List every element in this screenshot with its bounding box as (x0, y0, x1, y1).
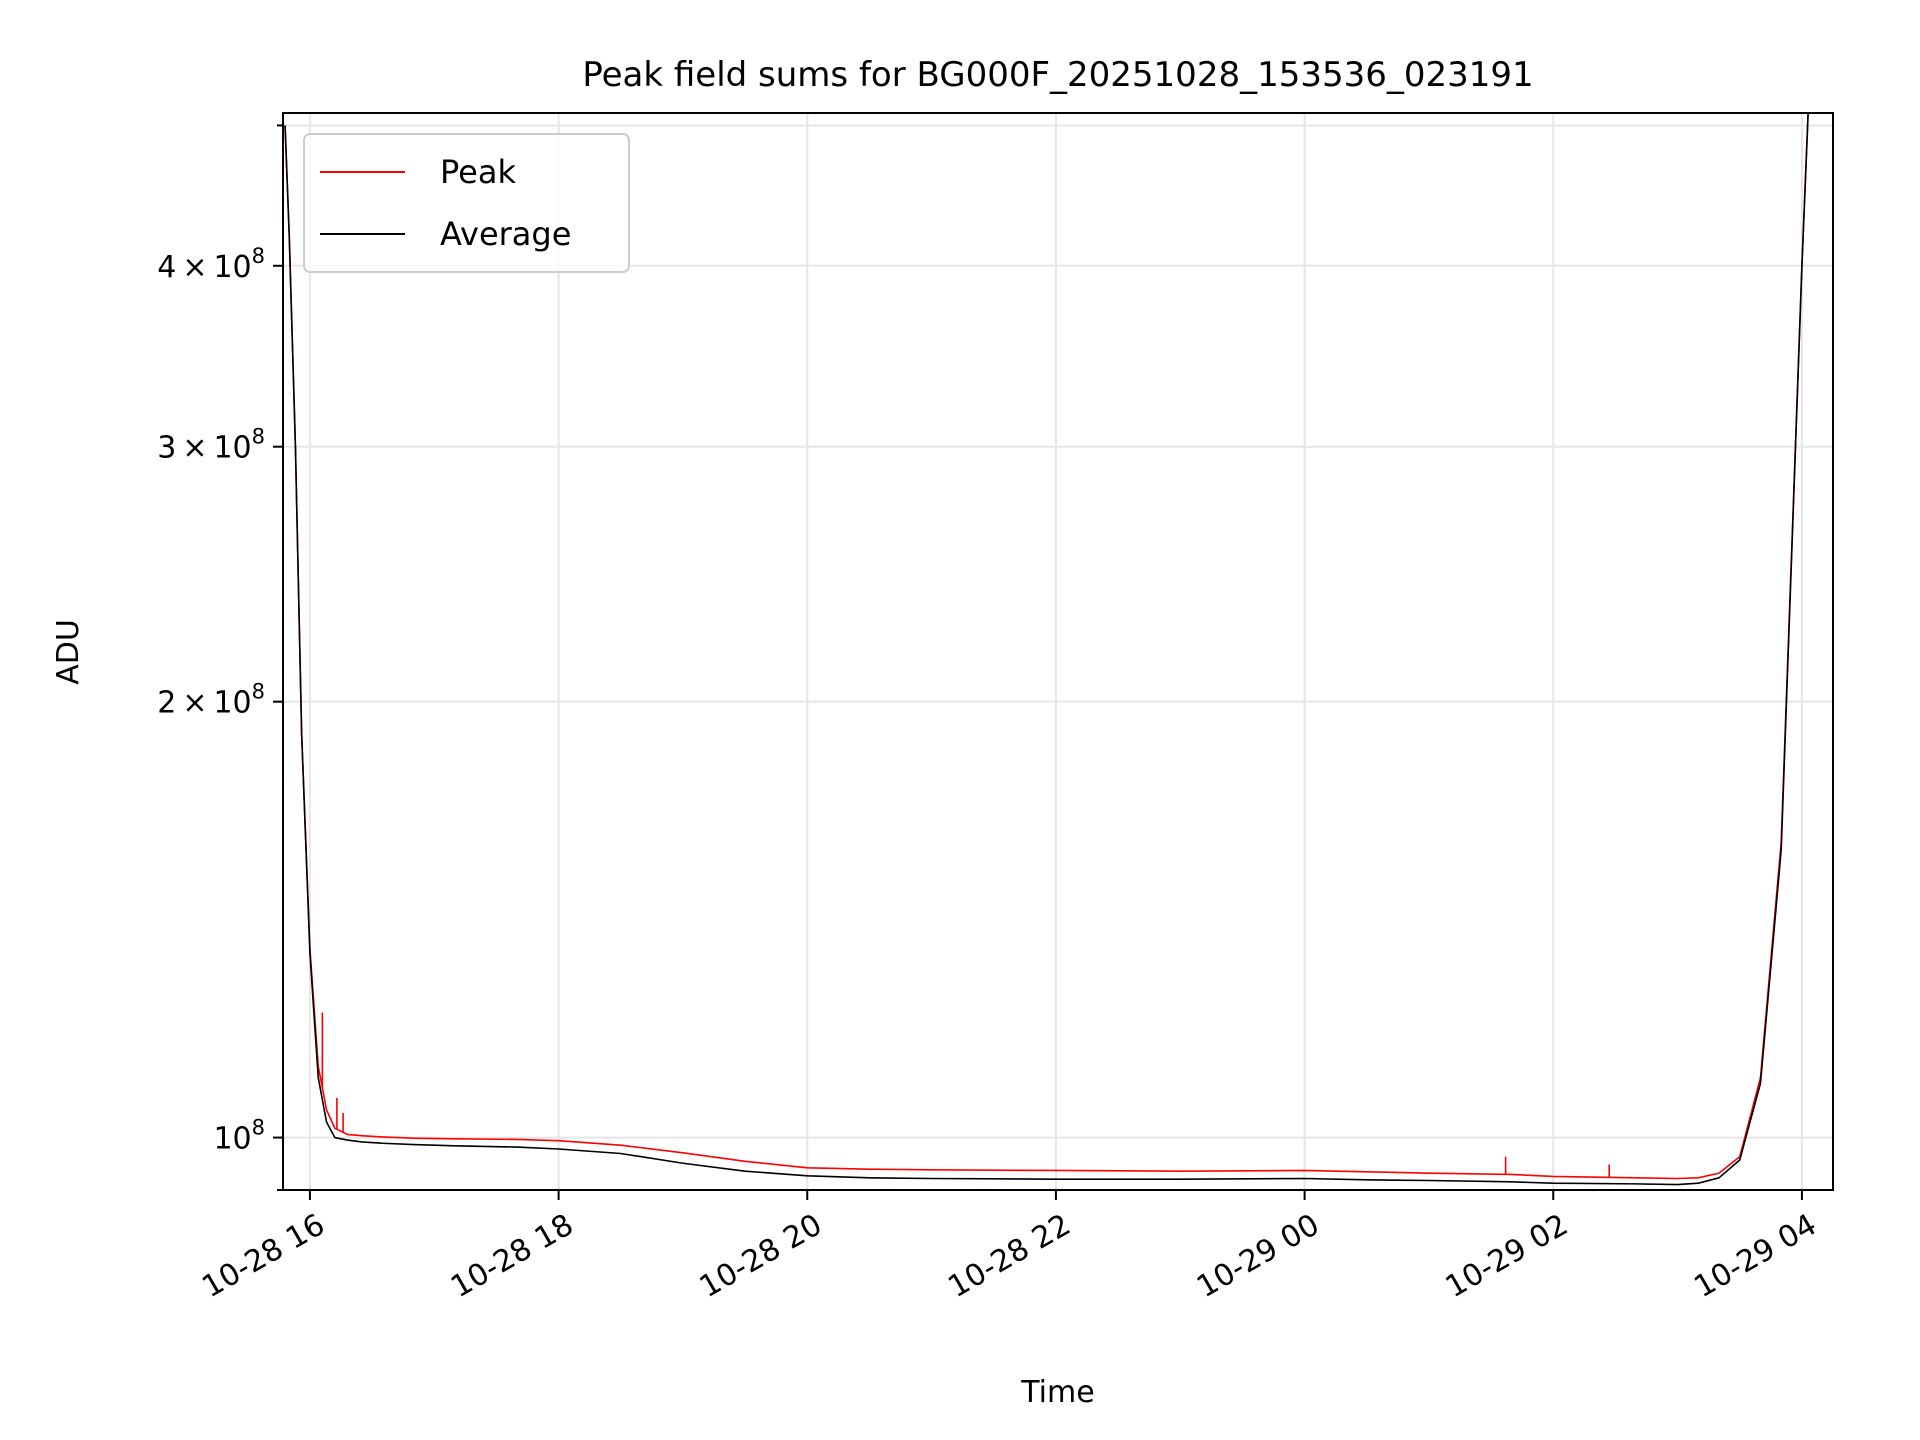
legend-label-average: Average (440, 215, 571, 253)
series-average-line (284, 113, 1809, 1186)
y-tick-label: 2 × 108 (157, 680, 265, 721)
y-tick-label: 108 (213, 1116, 265, 1157)
series-peak-line (284, 113, 1809, 1180)
series-layer (284, 113, 1809, 1186)
legend-box (303, 133, 630, 273)
grid (283, 113, 1833, 1190)
x-axis-label: Time (1020, 1375, 1094, 1410)
chart-title: Peak field sums for BG000F_20251028_1535… (582, 55, 1533, 95)
legend-label-peak: Peak (440, 153, 516, 191)
y-axis: 108 2 × 108 3 × 108 4 × 108 (157, 124, 283, 1191)
plot-frame (282, 112, 1834, 1191)
y-axis-label: ADU (51, 619, 86, 685)
legend: Peak Average (303, 133, 630, 273)
y-tick-label: 4 × 108 (157, 244, 265, 285)
y-tick-label: 3 × 108 (157, 425, 265, 466)
